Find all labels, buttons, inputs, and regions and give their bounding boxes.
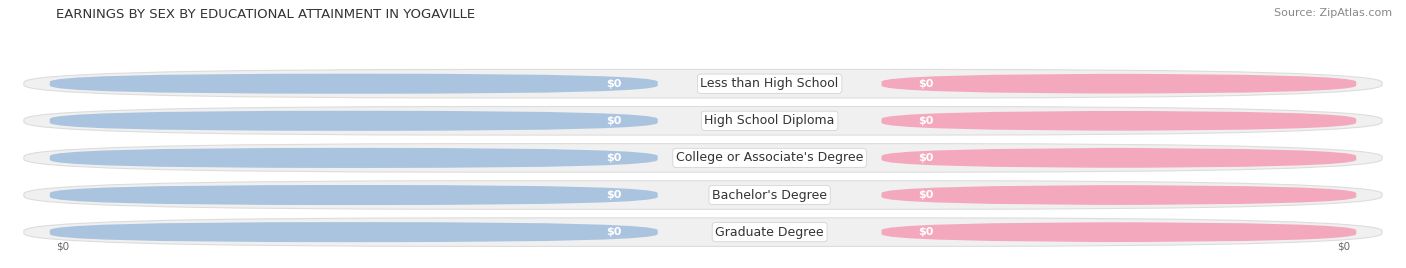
FancyBboxPatch shape (882, 222, 1357, 242)
Text: $0: $0 (918, 116, 934, 126)
FancyBboxPatch shape (49, 148, 658, 168)
FancyBboxPatch shape (24, 181, 1382, 209)
FancyBboxPatch shape (882, 111, 1357, 131)
Text: $0: $0 (918, 227, 934, 237)
Text: Less than High School: Less than High School (700, 77, 839, 90)
FancyBboxPatch shape (882, 185, 1357, 205)
FancyBboxPatch shape (49, 111, 658, 131)
FancyBboxPatch shape (24, 144, 1382, 172)
FancyBboxPatch shape (49, 185, 658, 205)
Text: $0: $0 (606, 116, 621, 126)
Text: $0: $0 (918, 190, 934, 200)
FancyBboxPatch shape (49, 222, 658, 242)
FancyBboxPatch shape (882, 74, 1357, 94)
FancyBboxPatch shape (24, 218, 1382, 246)
FancyBboxPatch shape (24, 69, 1382, 98)
Text: $0: $0 (1337, 242, 1350, 252)
Text: Bachelor's Degree: Bachelor's Degree (711, 188, 827, 202)
Text: $0: $0 (606, 227, 621, 237)
FancyBboxPatch shape (882, 148, 1357, 168)
FancyBboxPatch shape (24, 106, 1382, 135)
Text: $0: $0 (606, 190, 621, 200)
Text: Source: ZipAtlas.com: Source: ZipAtlas.com (1274, 8, 1392, 18)
Text: College or Associate's Degree: College or Associate's Degree (676, 151, 863, 164)
Text: High School Diploma: High School Diploma (704, 114, 835, 127)
Text: EARNINGS BY SEX BY EDUCATIONAL ATTAINMENT IN YOGAVILLE: EARNINGS BY SEX BY EDUCATIONAL ATTAINMEN… (56, 8, 475, 21)
FancyBboxPatch shape (49, 74, 658, 94)
Text: $0: $0 (606, 153, 621, 163)
Text: $0: $0 (918, 153, 934, 163)
Text: Graduate Degree: Graduate Degree (716, 226, 824, 239)
Text: $0: $0 (56, 242, 69, 252)
Text: $0: $0 (606, 79, 621, 89)
Text: $0: $0 (918, 79, 934, 89)
